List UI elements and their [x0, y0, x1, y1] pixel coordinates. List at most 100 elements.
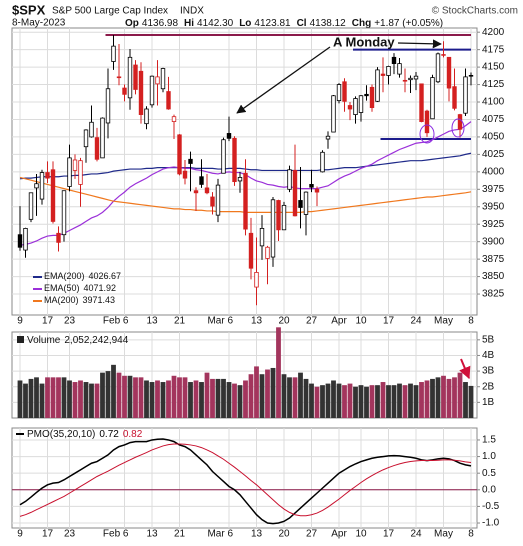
- y-tick-label: 1.5: [482, 435, 496, 446]
- x-tick-label: 8: [468, 316, 474, 327]
- y-tick-label: 4B: [482, 350, 495, 361]
- volume-bar: [61, 377, 67, 418]
- y-tick-label: 3825: [482, 289, 505, 300]
- y-tick-label: 4050: [482, 132, 505, 143]
- candle-body: [188, 158, 193, 164]
- volume-bar: [89, 383, 94, 418]
- volume-bar: [369, 385, 375, 418]
- candle-body: [67, 157, 72, 187]
- y-tick-label: 1.0: [482, 451, 496, 462]
- volume-bar: [270, 367, 276, 418]
- x-tick-label: Mar 6: [207, 529, 233, 540]
- volume-bar: [237, 385, 243, 418]
- volume-bar: [144, 380, 149, 418]
- candle-body: [446, 56, 452, 89]
- volume-bar: [149, 382, 155, 418]
- x-tick-label: 10: [355, 316, 367, 327]
- candle-body: [463, 76, 468, 114]
- volume-bar: [463, 382, 468, 418]
- candle-body: [353, 98, 358, 115]
- volume-bar: [342, 385, 347, 418]
- candle-body: [100, 117, 105, 159]
- volume-bar: [166, 380, 171, 418]
- candle-body: [391, 56, 397, 65]
- candle-body: [166, 91, 171, 110]
- annotation-circle: [451, 118, 465, 138]
- y-tick-label: 4075: [482, 114, 505, 125]
- candle-body: [155, 76, 160, 85]
- volume-bar: [287, 377, 292, 418]
- candle-body: [402, 79, 408, 82]
- volume-bar: [50, 377, 56, 418]
- volume-bar: [331, 380, 336, 418]
- x-tick-label: Feb 6: [103, 316, 129, 327]
- candle-body: [204, 187, 210, 194]
- candle-body: [298, 200, 303, 208]
- candle-body: [215, 184, 221, 216]
- candle-body: [435, 53, 441, 83]
- volume-bar: [386, 385, 391, 418]
- annotation-layer: A Monday: [236, 34, 471, 380]
- volume-bar: [413, 385, 419, 418]
- x-tick-label: 20: [278, 316, 290, 327]
- candle-body: [34, 183, 39, 189]
- candle-body: [347, 105, 353, 110]
- volume-bar: [127, 375, 133, 418]
- volume-bar: [111, 364, 116, 418]
- volume-bar: [133, 377, 138, 418]
- volume-bar: [193, 380, 199, 418]
- volume-bar: [105, 371, 111, 418]
- volume-bar: [138, 377, 144, 418]
- y-tick-label: 0.5: [482, 468, 496, 479]
- candle-body: [122, 87, 127, 95]
- volume-bar: [28, 378, 34, 418]
- x-tick-label: 24: [410, 316, 422, 327]
- x-tick-label: Mar 6: [207, 316, 233, 327]
- volume-bar: [215, 378, 221, 418]
- candle-body: [127, 56, 133, 99]
- legend-entry: PMO(35,20,10) 0.72 0.82: [27, 429, 143, 440]
- volume-bar: [314, 386, 320, 418]
- x-tick-label: 8: [468, 529, 474, 540]
- annotation-arrow: [397, 39, 442, 49]
- volume-bar: [424, 380, 430, 418]
- candle-body: [287, 169, 292, 190]
- legend-entry: EMA(50) 4071.92: [44, 283, 116, 293]
- legend-value: 4026.67: [89, 271, 122, 281]
- candle-body: [177, 134, 182, 175]
- volume-bar: [232, 383, 237, 418]
- volume-bar: [353, 386, 358, 418]
- indicator-line: [19, 443, 472, 517]
- x-tick-label: 9: [17, 316, 23, 327]
- legend-value: 0.82: [123, 429, 143, 440]
- y-tick-label: 4200: [482, 27, 505, 38]
- candle-body: [105, 88, 111, 124]
- y-tick-label: 4000: [482, 166, 505, 177]
- volume-bar: [446, 378, 452, 418]
- candle-body: [193, 190, 199, 194]
- candle-body: [182, 170, 188, 179]
- legend-entry: EMA(200) 4026.67: [44, 271, 121, 281]
- candle-body: [314, 188, 320, 193]
- volume-bar: [298, 372, 303, 418]
- x-tick-label: 27: [306, 316, 318, 327]
- candle-body: [83, 129, 89, 148]
- candle-body: [199, 176, 204, 185]
- legend-swatch: [17, 336, 24, 343]
- annotation-arrow: [459, 358, 471, 380]
- y-tick-label: 3850: [482, 271, 505, 282]
- candle-body: [45, 172, 50, 179]
- candle-body: [144, 108, 149, 125]
- volume-bar: [177, 377, 182, 418]
- candle-body: [111, 45, 116, 62]
- candle-body: [248, 232, 254, 269]
- y-tick-label: 2B: [482, 381, 495, 392]
- candle-body: [364, 93, 369, 97]
- volume-bar: [248, 374, 254, 418]
- annotation-circle: [419, 124, 435, 144]
- volume-bar: [375, 385, 380, 418]
- candle-body: [430, 77, 435, 120]
- candle-body: [133, 64, 138, 90]
- x-tick-label: May: [434, 529, 453, 540]
- candle-body: [309, 184, 314, 188]
